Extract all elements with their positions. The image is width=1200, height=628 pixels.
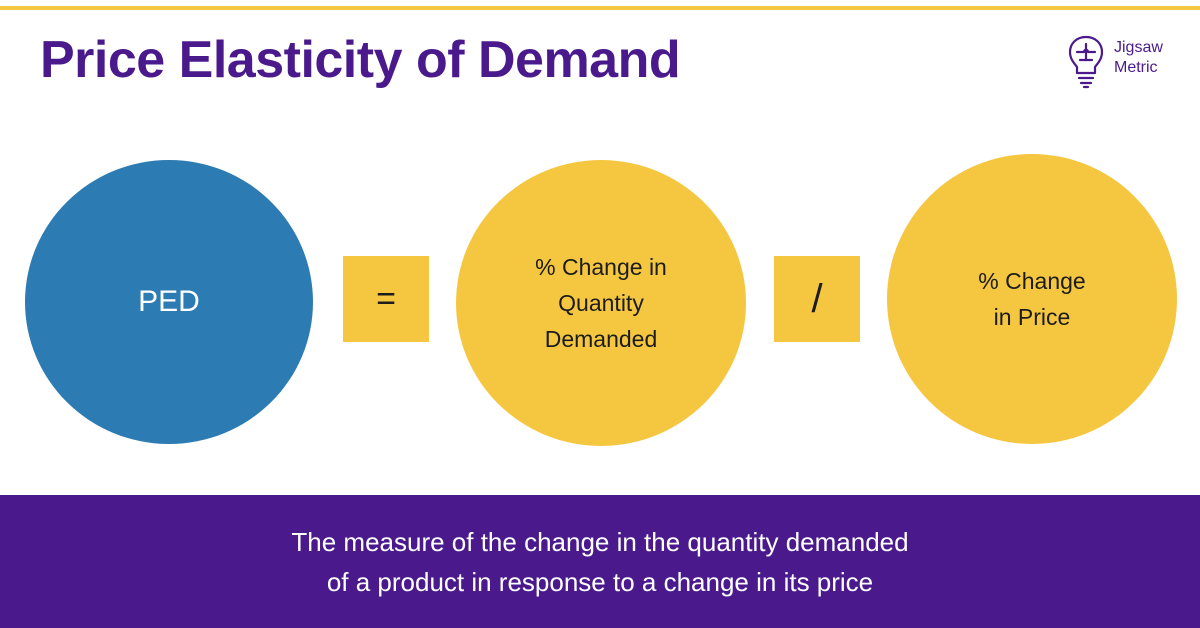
quantity-change-line-1: % Change in bbox=[535, 254, 667, 280]
ped-label: PED bbox=[138, 285, 200, 318]
brand-logo: Jigsaw Metric bbox=[1066, 34, 1176, 94]
price-change-circle: % Change in Price bbox=[887, 154, 1177, 444]
brand-name-line-2: Metric bbox=[1114, 59, 1158, 76]
divide-symbol: / bbox=[811, 276, 823, 321]
definition-text: The measure of the change in the quantit… bbox=[291, 522, 908, 602]
equals-symbol: = bbox=[376, 279, 396, 318]
price-change-line-2: in Price bbox=[993, 304, 1071, 330]
page-title: Price Elasticity of Demand bbox=[40, 31, 681, 89]
quantity-change-line-2: Quantity bbox=[558, 290, 644, 316]
ped-circle: PED bbox=[25, 160, 313, 444]
definition-banner: The measure of the change in the quantit… bbox=[0, 495, 1200, 628]
brand-name-line-1: Jigsaw bbox=[1114, 39, 1163, 56]
quantity-change-circle: % Change in Quantity Demanded bbox=[456, 160, 746, 446]
top-accent-bar bbox=[0, 6, 1200, 10]
brand-name: Jigsaw Metric bbox=[1114, 38, 1163, 78]
price-change-label: % Change in Price bbox=[957, 263, 1107, 335]
quantity-change-label: % Change in Quantity Demanded bbox=[526, 249, 676, 357]
quantity-change-line-3: Demanded bbox=[544, 326, 658, 352]
price-change-line-1: % Change bbox=[978, 268, 1086, 294]
divide-box: / bbox=[774, 256, 860, 342]
definition-line-1: The measure of the change in the quantit… bbox=[291, 526, 909, 557]
equals-box: = bbox=[343, 256, 429, 342]
definition-line-2: of a product in response to a change in … bbox=[326, 566, 874, 597]
lightbulb-puzzle-icon bbox=[1068, 35, 1104, 89]
